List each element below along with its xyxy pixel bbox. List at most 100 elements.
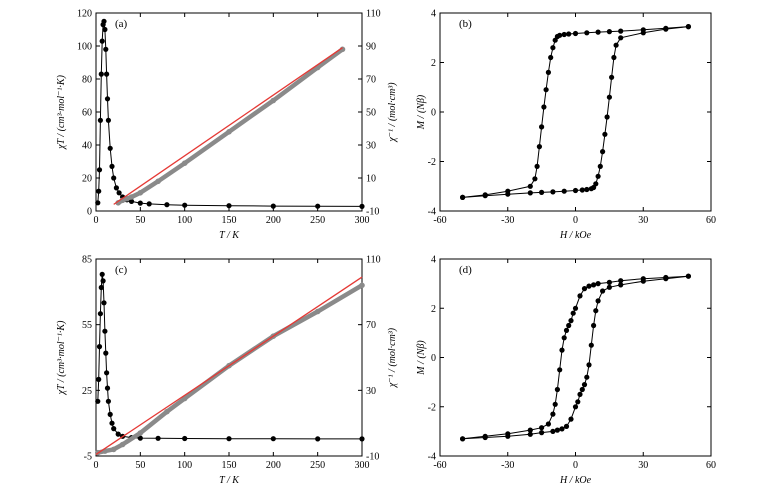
data-point xyxy=(99,72,104,77)
data-point xyxy=(557,367,562,372)
data-point xyxy=(663,276,668,281)
data-point xyxy=(315,436,320,441)
data-point xyxy=(483,193,488,198)
data-point xyxy=(607,95,612,100)
x-tick-label: 200 xyxy=(266,215,281,226)
data-point xyxy=(598,164,603,169)
series-line xyxy=(118,49,342,203)
y-tick-label: -4 xyxy=(428,452,436,463)
data-point xyxy=(315,204,320,209)
x-axis-label: H / kOe xyxy=(559,230,592,241)
data-point xyxy=(505,434,510,439)
y-tick-label: 4 xyxy=(431,9,436,20)
y-axis-label: M / (Nβ) xyxy=(416,340,427,376)
data-point xyxy=(114,185,119,190)
y-tick-label: -4 xyxy=(428,207,436,218)
plot-frame xyxy=(440,13,711,211)
data-point xyxy=(562,335,567,340)
data-point xyxy=(559,426,564,431)
y2-axis-label: χ⁻¹ / (mol·cm³) xyxy=(387,327,398,388)
y2-tick-label: 90 xyxy=(366,42,376,53)
data-point xyxy=(105,96,110,101)
x-tick-label: 0 xyxy=(94,460,99,471)
data-point xyxy=(226,436,231,441)
data-point xyxy=(164,409,170,415)
x-tick-label: 100 xyxy=(177,460,192,471)
data-point xyxy=(460,195,465,200)
y-tick-label: 0 xyxy=(87,207,92,218)
data-point xyxy=(577,392,582,397)
data-point xyxy=(156,436,161,441)
data-point xyxy=(271,204,276,209)
data-point xyxy=(550,429,555,434)
data-point xyxy=(271,436,276,441)
data-point xyxy=(105,386,110,391)
data-point xyxy=(573,306,578,311)
data-point xyxy=(555,428,560,433)
data-point xyxy=(99,285,104,290)
x-axis-label: T / K xyxy=(219,230,240,241)
data-point xyxy=(582,286,587,291)
data-point xyxy=(95,200,100,205)
data-point xyxy=(129,194,135,200)
x-tick-label: 100 xyxy=(177,215,192,226)
y2-tick-label: -10 xyxy=(366,207,379,218)
data-point xyxy=(182,203,187,208)
y-tick-label: 2 xyxy=(431,58,436,69)
data-point xyxy=(575,399,580,404)
data-point xyxy=(553,38,558,43)
data-point xyxy=(602,132,607,137)
data-point xyxy=(593,181,598,186)
data-point xyxy=(120,442,126,448)
fit-line xyxy=(114,48,343,205)
y-tick-label: 100 xyxy=(77,42,92,53)
y2-tick-label: 10 xyxy=(366,174,376,185)
data-point xyxy=(573,188,578,193)
data-point xyxy=(102,27,107,32)
data-point xyxy=(98,311,103,316)
y-tick-label: 25 xyxy=(82,386,92,397)
data-point xyxy=(568,318,573,323)
data-point xyxy=(686,24,691,29)
data-point xyxy=(164,202,169,207)
data-point xyxy=(573,31,578,36)
data-point xyxy=(596,298,601,303)
x-tick-label: 200 xyxy=(266,460,281,471)
x-tick-label: 50 xyxy=(135,460,145,471)
data-point xyxy=(182,160,188,166)
data-point xyxy=(596,281,601,286)
data-point xyxy=(555,387,560,392)
data-point xyxy=(96,189,101,194)
data-point xyxy=(97,167,102,172)
data-point xyxy=(539,430,544,435)
data-point xyxy=(577,293,582,298)
x-tick-label: 60 xyxy=(706,460,716,471)
data-point xyxy=(568,417,573,422)
data-point xyxy=(97,344,102,349)
data-point xyxy=(96,377,101,382)
data-point xyxy=(582,382,587,387)
data-point xyxy=(226,203,231,208)
data-point xyxy=(138,190,144,196)
panel-label: (b) xyxy=(459,18,472,30)
data-point xyxy=(315,309,321,315)
data-point xyxy=(106,399,111,404)
data-point xyxy=(618,35,623,40)
data-point xyxy=(573,404,578,409)
y2-tick-label: 30 xyxy=(366,141,376,152)
y2-tick-label: 110 xyxy=(366,9,381,20)
y2-tick-label: 70 xyxy=(366,75,376,86)
data-point xyxy=(589,343,594,348)
data-point xyxy=(618,29,623,34)
x-tick-label: 30 xyxy=(638,215,648,226)
data-point xyxy=(109,164,114,169)
series-line xyxy=(463,276,689,439)
y-tick-label: 40 xyxy=(82,141,92,152)
x-tick-label: 150 xyxy=(222,460,237,471)
y2-tick-label: 70 xyxy=(366,320,376,331)
x-tick-label: -30 xyxy=(501,460,514,471)
data-point xyxy=(537,144,542,149)
data-point xyxy=(605,114,610,119)
data-point xyxy=(103,351,108,356)
data-point xyxy=(359,436,364,441)
